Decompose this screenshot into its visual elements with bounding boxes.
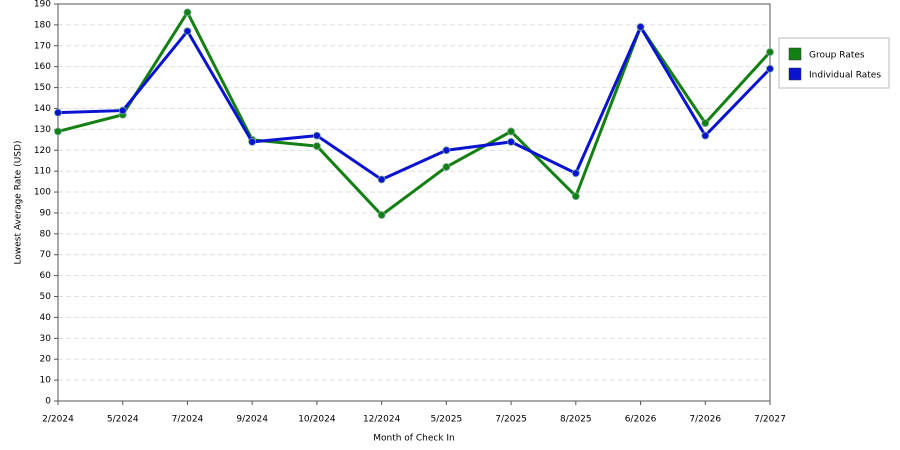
y-tick-label: 110 (34, 167, 51, 177)
legend-label: Group Rates (809, 51, 865, 61)
point (248, 138, 257, 146)
point (701, 119, 710, 127)
point (766, 48, 774, 56)
point (571, 192, 580, 201)
y-tick-label: 30 (40, 334, 52, 344)
point (766, 64, 774, 73)
y-tick-label: 130 (34, 125, 51, 135)
x-tick-label: 10/2024 (298, 415, 336, 425)
legend-label: Individual Rates (809, 71, 881, 81)
x-tick-label: 7/2025 (495, 415, 527, 425)
y-axis-label: Lowest Average Rate (USD) (14, 141, 24, 265)
y-tick-label: 80 (40, 229, 52, 239)
plot-frame (57, 3, 771, 402)
point (313, 142, 321, 150)
point (571, 169, 580, 178)
y-tick-label: 140 (34, 104, 51, 114)
legend-swatch (788, 47, 802, 61)
series-line (57, 25, 772, 182)
y-tick-label: 170 (34, 41, 51, 51)
x-tick-label: 6/2026 (625, 415, 657, 425)
y-tick-label: 50 (40, 292, 52, 302)
point (507, 127, 515, 136)
x-tick-label: 7/2027 (754, 415, 786, 425)
point (54, 108, 62, 117)
point (118, 106, 127, 115)
point (377, 175, 386, 184)
y-tick-label: 90 (40, 208, 52, 218)
y-tick-label: 160 (34, 62, 51, 72)
y-tick-label: 150 (34, 83, 51, 93)
y-tick-label: 40 (40, 313, 52, 323)
legend-swatch (788, 67, 802, 81)
y-tick-label: 190 (34, 0, 51, 10)
y-tick-label: 10 (40, 376, 52, 386)
point (183, 27, 192, 36)
x-tick-label: 12/2024 (363, 415, 401, 425)
series-line (57, 10, 772, 217)
point (183, 8, 192, 17)
y-tick-label: 0 (45, 397, 51, 407)
x-tick-label: 2/2024 (42, 415, 74, 425)
point (442, 163, 451, 171)
y-tick-label: 120 (34, 146, 51, 156)
x-tick-label: 5/2024 (107, 415, 139, 425)
y-tick-label: 20 (40, 355, 52, 365)
point (636, 23, 645, 31)
x-tick-label: 9/2024 (236, 415, 268, 425)
y-tick-label: 180 (34, 20, 51, 30)
x-tick-label: 7/2026 (689, 415, 721, 425)
point (54, 127, 62, 136)
point (701, 131, 710, 140)
point (377, 211, 386, 219)
x-tick-label: 5/2025 (431, 415, 463, 425)
y-tick-label: 60 (40, 271, 52, 281)
x-tick-label: 7/2024 (172, 415, 204, 425)
y-tick-label: 100 (34, 188, 51, 198)
legend-box (778, 37, 890, 89)
x-tick-label: 8/2025 (560, 415, 592, 425)
point (442, 146, 451, 155)
point (507, 138, 515, 146)
y-tick-label: 70 (40, 250, 52, 260)
point (313, 131, 321, 140)
x-axis-label: Month of Check In (373, 434, 455, 444)
